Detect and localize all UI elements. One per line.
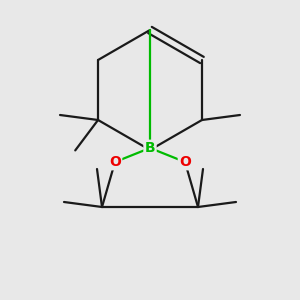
Text: O: O <box>179 155 191 169</box>
Text: O: O <box>109 155 121 169</box>
Text: B: B <box>145 141 155 155</box>
